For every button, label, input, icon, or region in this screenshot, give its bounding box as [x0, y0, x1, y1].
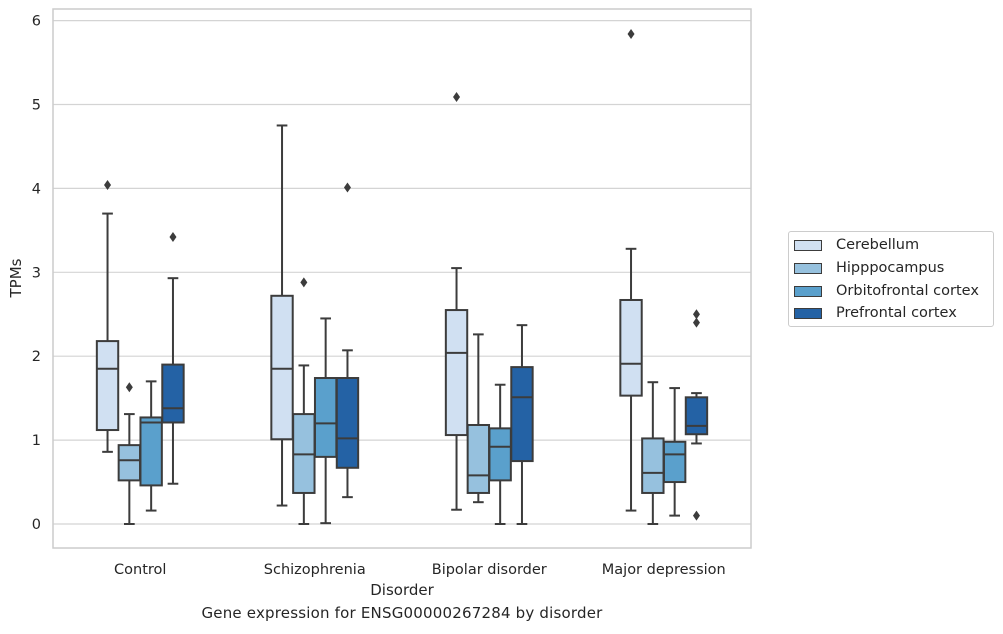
y-tick-label: 5 — [32, 98, 41, 114]
legend-swatch — [794, 285, 822, 297]
legend-label: Prefrontal cortex — [836, 305, 957, 321]
legend: Cerebellum Hipppocampus Orbitofrontal co… — [788, 231, 994, 327]
box-body — [444, 309, 469, 437]
legend-swatch — [794, 307, 822, 319]
box-body — [335, 377, 360, 469]
legend-item-cerebellum: Cerebellum — [794, 235, 919, 255]
outlier-point — [692, 317, 700, 328]
legend-label: Cerebellum — [836, 237, 920, 253]
box-2-3 — [662, 387, 687, 517]
outlier-point — [169, 232, 177, 243]
box-1-1 — [292, 277, 316, 525]
box-body — [139, 416, 163, 487]
x-tick-label: Bipolar disorder — [432, 562, 547, 578]
box-body — [488, 427, 512, 482]
y-tick-label: 3 — [32, 265, 41, 281]
box-3-1 — [335, 182, 360, 499]
x-tick-label: Major depression — [602, 562, 726, 578]
box-body — [95, 340, 120, 432]
legend-item-orbitofrontal-cortex: Orbitofrontal cortex — [794, 281, 979, 301]
outlier-point — [692, 510, 700, 521]
outlier-point — [104, 180, 112, 191]
box-0-2 — [444, 91, 469, 511]
box-series — [95, 29, 709, 525]
outlier-point — [343, 182, 351, 193]
box-0-3 — [619, 29, 643, 512]
legend-label: Hipppocampus — [836, 260, 945, 276]
box-2-2 — [488, 383, 512, 525]
box-3-2 — [510, 324, 534, 525]
y-axis-label: TPMs — [7, 258, 25, 298]
plot-frame — [52, 8, 752, 549]
box-3-0 — [161, 232, 185, 485]
box-3-3 — [684, 309, 709, 521]
box-1-0 — [117, 382, 142, 525]
grid-lines — [53, 20, 751, 525]
box-body — [684, 396, 709, 436]
outlier-point — [627, 29, 635, 40]
x-axis-label: Disorder — [370, 581, 434, 599]
box-1-2 — [466, 333, 491, 504]
axis-ticks: 0 1 2 3 4 5 6 Control Schizophrenia Bipolar disor… — [32, 14, 726, 578]
box-body — [270, 294, 294, 441]
box-body — [313, 377, 338, 458]
legend-swatch — [794, 239, 822, 251]
box-2-1 — [313, 317, 338, 525]
box-body — [117, 444, 142, 482]
box-2-0 — [139, 380, 163, 512]
legend-item-prefrontal-cortex: Prefrontal cortex — [794, 303, 957, 323]
outlier-point — [125, 382, 133, 393]
box-body — [641, 437, 665, 494]
outlier-point — [453, 91, 461, 102]
y-tick-label: 2 — [32, 349, 41, 365]
y-tick-label: 6 — [32, 14, 41, 30]
box-1-3 — [641, 381, 665, 525]
x-tick-label: Schizophrenia — [264, 562, 366, 578]
box-body — [662, 440, 687, 484]
chart-caption: Gene expression for ENSG00000267284 by d… — [201, 604, 603, 622]
box-body — [619, 298, 643, 397]
y-tick-label: 4 — [32, 181, 41, 197]
box-0-1 — [270, 124, 294, 507]
box-body — [466, 423, 491, 494]
legend-item-hipppocampus: Hipppocampus — [794, 258, 944, 278]
box-0-0 — [95, 180, 120, 453]
outlier-point — [300, 277, 308, 288]
outlier-point — [692, 309, 700, 320]
y-tick-label: 0 — [32, 517, 41, 533]
legend-label: Orbitofrontal cortex — [836, 283, 979, 299]
box-body — [161, 363, 185, 424]
y-tick-label: 1 — [32, 433, 41, 449]
x-tick-label: Control — [114, 562, 166, 578]
plot-border — [52, 8, 752, 549]
box-body — [510, 366, 534, 463]
legend-swatch — [794, 262, 822, 274]
